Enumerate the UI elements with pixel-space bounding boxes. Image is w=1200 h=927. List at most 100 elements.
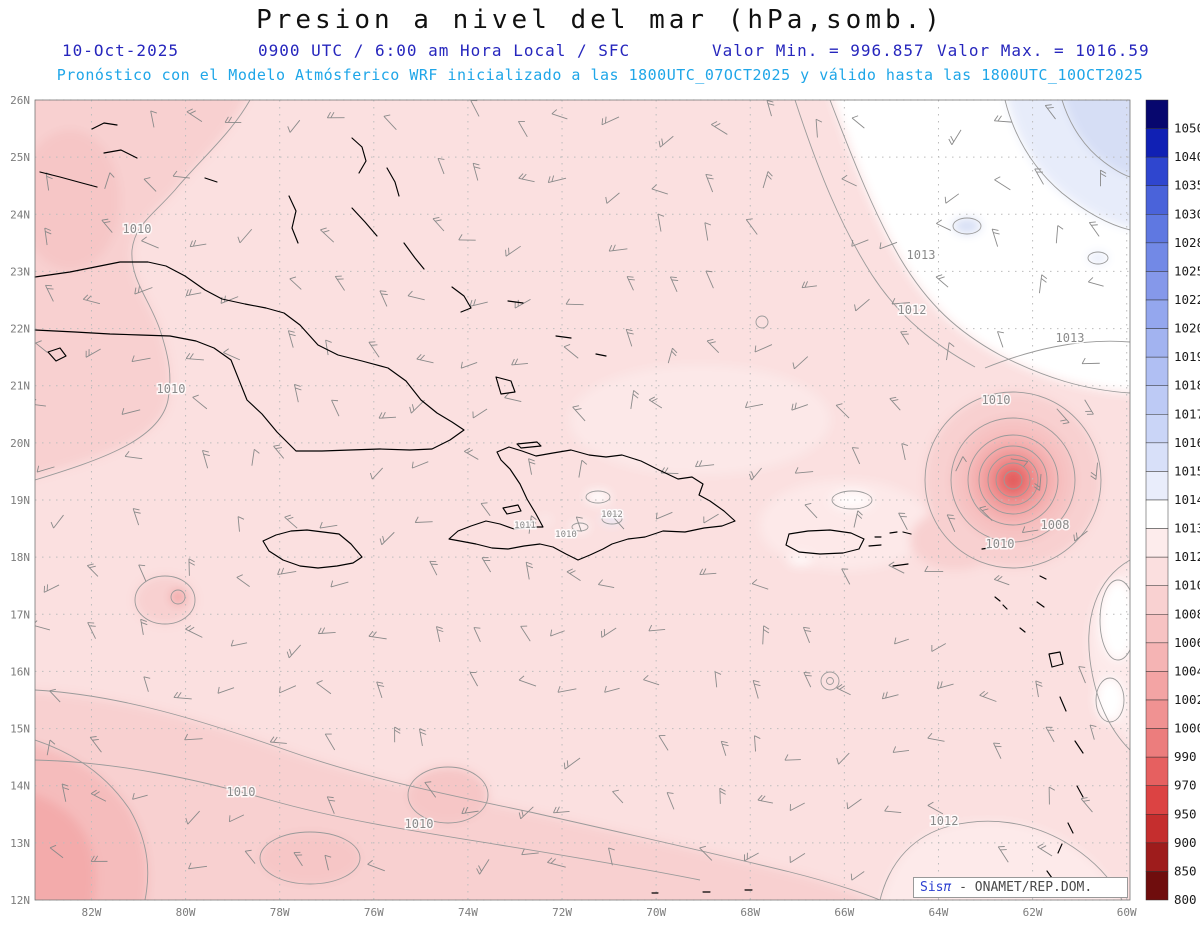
colorbar-tick-label: 1025 <box>1174 263 1200 278</box>
wind-barb <box>1084 399 1094 415</box>
wind-barb-feather <box>1040 845 1047 850</box>
wind-barb <box>504 397 522 402</box>
wind-barb <box>287 330 294 348</box>
wind-barb <box>879 241 898 250</box>
wind-barb-feather <box>377 684 385 687</box>
wind-barb-feather <box>721 740 728 744</box>
wind-barb <box>121 409 141 415</box>
wind-barb <box>1045 727 1055 743</box>
wind-barb <box>997 331 1004 348</box>
wind-barb <box>1022 529 1039 533</box>
wind-barb-feather <box>997 331 1004 334</box>
wind-barb-feather <box>745 401 749 408</box>
wind-barb <box>521 852 539 856</box>
colorbar-cell <box>1145 156 1169 186</box>
wind-barb-feather <box>935 274 943 278</box>
wind-barb-feather <box>124 451 130 457</box>
hispaniola-coastline <box>448 446 736 561</box>
colorbar-tick-label: 1028 <box>1174 235 1200 250</box>
wind-barb-feather <box>288 330 295 333</box>
wind-barb-feather <box>651 398 658 402</box>
wind-barb-feather <box>45 231 52 235</box>
wind-barb <box>993 742 1002 759</box>
wind-barb-feather <box>550 858 556 864</box>
wind-barb <box>46 739 51 756</box>
wind-barb-feather <box>121 408 125 415</box>
wind-barb-feather <box>173 691 178 698</box>
wind-barb-feather <box>750 471 755 478</box>
tortuga-island <box>516 441 542 449</box>
wind-barb <box>1039 274 1043 294</box>
wind-barb <box>85 348 101 358</box>
wind-barb-feather <box>90 855 95 862</box>
wind-barb <box>481 557 492 573</box>
wind-barb <box>239 228 253 244</box>
wind-barb-feather <box>521 848 525 855</box>
lon-tick-label: 82W <box>82 906 102 919</box>
wind-barb <box>889 398 901 411</box>
wind-barb <box>505 245 521 257</box>
wind-barb-feather <box>936 219 942 224</box>
wind-barb <box>994 579 1010 586</box>
wind-barb <box>720 741 727 756</box>
wind-barb-feather <box>924 565 929 572</box>
wind-barb-feather <box>372 631 377 638</box>
wind-barb-feather <box>49 739 56 745</box>
wind-barb-feather <box>746 218 753 220</box>
wind-barb-feather <box>383 114 391 117</box>
wind-barb-feather <box>90 789 97 794</box>
wind-barb <box>853 510 859 528</box>
wind-barb-feather <box>137 286 140 293</box>
wind-barb <box>217 687 235 694</box>
wind-barb-feather <box>993 574 1000 580</box>
wind-barb-feather <box>273 736 278 743</box>
wind-barb <box>578 460 583 478</box>
wind-barb <box>184 738 203 741</box>
brand-badge: Sis π - ONAMET/REP.DOM. <box>913 877 1128 898</box>
lon-tick-label: 66W <box>834 906 854 919</box>
wind-barb-feather <box>1021 526 1026 533</box>
wind-barb-feather <box>748 473 753 481</box>
wind-barb-feather <box>657 213 665 217</box>
wind-barb <box>851 117 865 129</box>
wind-barb <box>658 735 669 751</box>
wind-barb-feather <box>938 276 945 280</box>
contour-1013-upper-right <box>829 100 1130 394</box>
wind-barb-feather <box>851 239 854 247</box>
wind-barb-feather <box>464 447 471 452</box>
wind-barb-feather <box>1100 169 1107 174</box>
wind-barb <box>656 511 673 520</box>
wind-barb <box>762 171 769 189</box>
wind-barb <box>407 295 425 301</box>
wind-barb-feather <box>1091 224 1098 226</box>
wind-barb <box>711 124 728 135</box>
wind-barb-feather <box>46 175 53 180</box>
colorbar-cell <box>1145 414 1169 444</box>
wind-barb <box>625 329 633 347</box>
wind-barb-feather <box>881 692 885 699</box>
wind-barb-feather <box>572 405 580 408</box>
colorbar-tick-label: 1040 <box>1174 149 1200 164</box>
wind-barb-feather <box>223 348 229 353</box>
wind-barb-feather <box>805 674 812 677</box>
wind-barb-feather <box>664 467 669 474</box>
wind-barb-feather <box>132 792 135 800</box>
lon-tick-label: 70W <box>646 906 666 919</box>
wind-barb-feather <box>189 110 196 115</box>
wind-barb <box>704 222 709 241</box>
wind-barb <box>324 855 329 871</box>
wind-barb-feather <box>804 502 812 506</box>
wind-barb <box>612 516 625 530</box>
wind-barb <box>1010 458 1028 462</box>
wind-barb <box>223 352 241 361</box>
wind-barb-feather <box>1100 173 1107 178</box>
wind-barb <box>1055 225 1059 244</box>
puerto-rico-coastline <box>785 529 865 555</box>
wind-barb <box>898 512 908 531</box>
wind-barb-feather <box>632 393 639 399</box>
wind-barb-feather <box>979 690 985 696</box>
wind-barb-feather <box>419 728 426 732</box>
wind-barb <box>994 179 1011 191</box>
contour-label: 1013 <box>1056 331 1085 345</box>
